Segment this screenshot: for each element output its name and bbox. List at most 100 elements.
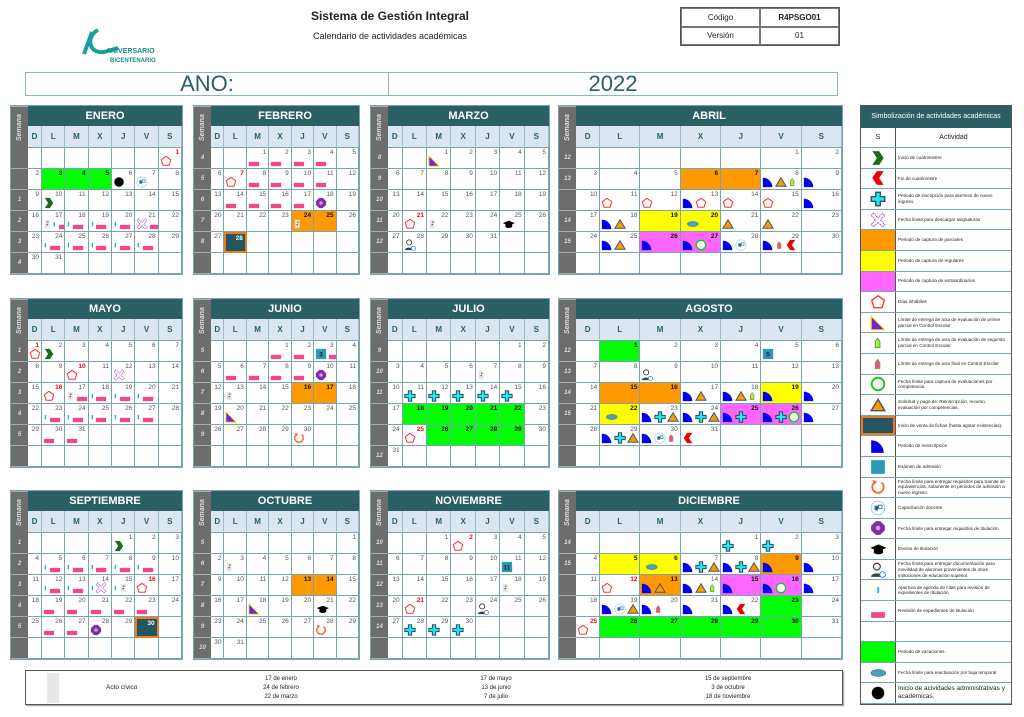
day-cell[interactable]: 17 (224, 596, 247, 617)
day-cell[interactable]: 18 (500, 190, 525, 211)
day-cell[interactable]: 2 (211, 554, 225, 575)
day-cell[interactable]: 23 (42, 404, 66, 425)
day-cell[interactable]: 23 (211, 617, 225, 638)
day-cell[interactable]: 9 (269, 169, 292, 190)
day-cell[interactable]: 2 (451, 533, 476, 554)
day-cell[interactable]: 26 (269, 617, 292, 638)
day-cell[interactable]: 6 (211, 169, 225, 190)
day-cell[interactable]: 12 (336, 169, 359, 190)
day-cell[interactable]: 2 (135, 533, 159, 554)
day-cell[interactable]: 24 (42, 232, 66, 253)
day-cell[interactable]: 5 (269, 554, 292, 575)
day-cell[interactable]: 8 (500, 362, 525, 383)
day-cell[interactable]: 19 (269, 596, 292, 617)
day-cell[interactable]: 24 (475, 211, 501, 232)
day-cell[interactable]: 22 (269, 404, 292, 425)
day-cell[interactable]: 25 (576, 617, 601, 638)
day-cell[interactable]: 19 (336, 190, 359, 211)
day-cell[interactable]: 25 (314, 211, 337, 232)
day-cell[interactable]: 23 (291, 404, 315, 425)
day-cell[interactable]: 20 (135, 383, 159, 404)
day-cell[interactable]: 8 (28, 362, 42, 383)
day-cell[interactable]: 16 (291, 383, 315, 404)
day-cell[interactable]: 8 (336, 554, 359, 575)
day-cell[interactable]: 29 (269, 425, 292, 446)
day-cell[interactable]: 24 (65, 404, 89, 425)
day-cell[interactable]: 2 (451, 148, 476, 169)
day-cell[interactable]: 2 (524, 341, 549, 362)
day-cell[interactable]: 30 (801, 232, 842, 253)
day-cell[interactable]: 6 (112, 169, 136, 190)
day-cell[interactable]: 14 (721, 190, 762, 211)
day-cell[interactable]: 29 (112, 617, 136, 638)
day-cell[interactable]: 6 (291, 554, 315, 575)
day-cell[interactable]: 31 (65, 425, 89, 446)
day-cell[interactable]: 25 (28, 617, 42, 638)
day-cell[interactable]: 18 (500, 575, 525, 596)
day-cell[interactable]: 14 (135, 190, 159, 211)
day-cell[interactable]: 24 (291, 211, 315, 232)
day-cell[interactable]: 20 (65, 596, 89, 617)
day-cell[interactable]: 7 (88, 554, 112, 575)
day-cell[interactable]: 10 (388, 383, 403, 404)
day-cell[interactable]: 4 (402, 362, 428, 383)
day-cell[interactable]: 5 (600, 554, 641, 575)
day-cell[interactable]: 18 (314, 190, 337, 211)
day-cell[interactable]: 26 (761, 404, 802, 425)
day-cell[interactable]: 22 (246, 211, 270, 232)
day-cell[interactable]: 22 (761, 211, 802, 232)
day-cell[interactable]: 27 (388, 617, 403, 638)
day-cell[interactable]: 4 (28, 554, 42, 575)
day-cell[interactable]: 10 (314, 362, 337, 383)
day-cell[interactable]: 23 (451, 211, 476, 232)
day-cell[interactable]: 11 11 (500, 554, 525, 575)
day-cell[interactable]: 12 (600, 575, 641, 596)
day-cell[interactable]: 5 (88, 169, 112, 190)
day-cell[interactable]: 13 (291, 575, 315, 596)
day-cell[interactable]: 12 (640, 190, 681, 211)
day-cell[interactable]: 16 (135, 575, 159, 596)
day-cell[interactable]: 30 (291, 425, 315, 446)
day-cell[interactable]: 15 (269, 383, 292, 404)
day-cell[interactable]: 1 (158, 148, 182, 169)
day-cell[interactable]: 27 (388, 232, 403, 253)
day-cell[interactable]: 20 (224, 404, 247, 425)
day-cell[interactable]: 13 (135, 362, 159, 383)
day-cell[interactable]: 21 (158, 383, 182, 404)
day-cell[interactable]: 24 (680, 404, 722, 425)
day-cell[interactable]: 2 (291, 341, 315, 362)
day-cell[interactable]: 16 (761, 575, 802, 596)
day-cell[interactable]: 1 (269, 341, 292, 362)
day-cell[interactable]: 6 (224, 362, 247, 383)
day-cell[interactable]: 4 (314, 148, 337, 169)
day-cell[interactable]: 19 (600, 596, 641, 617)
day-cell[interactable]: 14 (246, 383, 270, 404)
day-cell[interactable]: 27 (224, 425, 247, 446)
day-cell[interactable]: 20 (640, 596, 681, 617)
day-cell[interactable]: 24 (475, 596, 501, 617)
day-cell[interactable]: 20 (291, 596, 315, 617)
day-cell[interactable]: 6 (65, 554, 89, 575)
day-cell[interactable]: 26 (88, 232, 112, 253)
day-cell[interactable]: 9 (524, 362, 549, 383)
day-cell[interactable]: 17 (314, 383, 337, 404)
day-cell[interactable]: 11 (88, 362, 112, 383)
day-cell[interactable]: 22 (158, 211, 182, 232)
day-cell[interactable]: 1 (246, 148, 270, 169)
day-cell[interactable]: 25 (500, 596, 525, 617)
day-cell[interactable]: 4 (246, 554, 270, 575)
day-cell[interactable]: 10 (576, 190, 601, 211)
day-cell[interactable]: 27 (112, 232, 136, 253)
day-cell[interactable]: 3 (42, 169, 66, 190)
day-cell[interactable]: 26 (524, 596, 549, 617)
day-cell[interactable]: 29 (28, 425, 42, 446)
day-cell[interactable]: 11 (336, 362, 359, 383)
day-cell[interactable]: 25 (88, 404, 112, 425)
day-cell[interactable]: 6 (388, 554, 403, 575)
day-cell[interactable]: 18 (600, 211, 641, 232)
day-cell[interactable]: 23 (801, 211, 842, 232)
day-cell[interactable]: 22 (500, 404, 525, 425)
day-cell[interactable]: 21 (680, 596, 722, 617)
day-cell[interactable]: 20 (801, 383, 842, 404)
